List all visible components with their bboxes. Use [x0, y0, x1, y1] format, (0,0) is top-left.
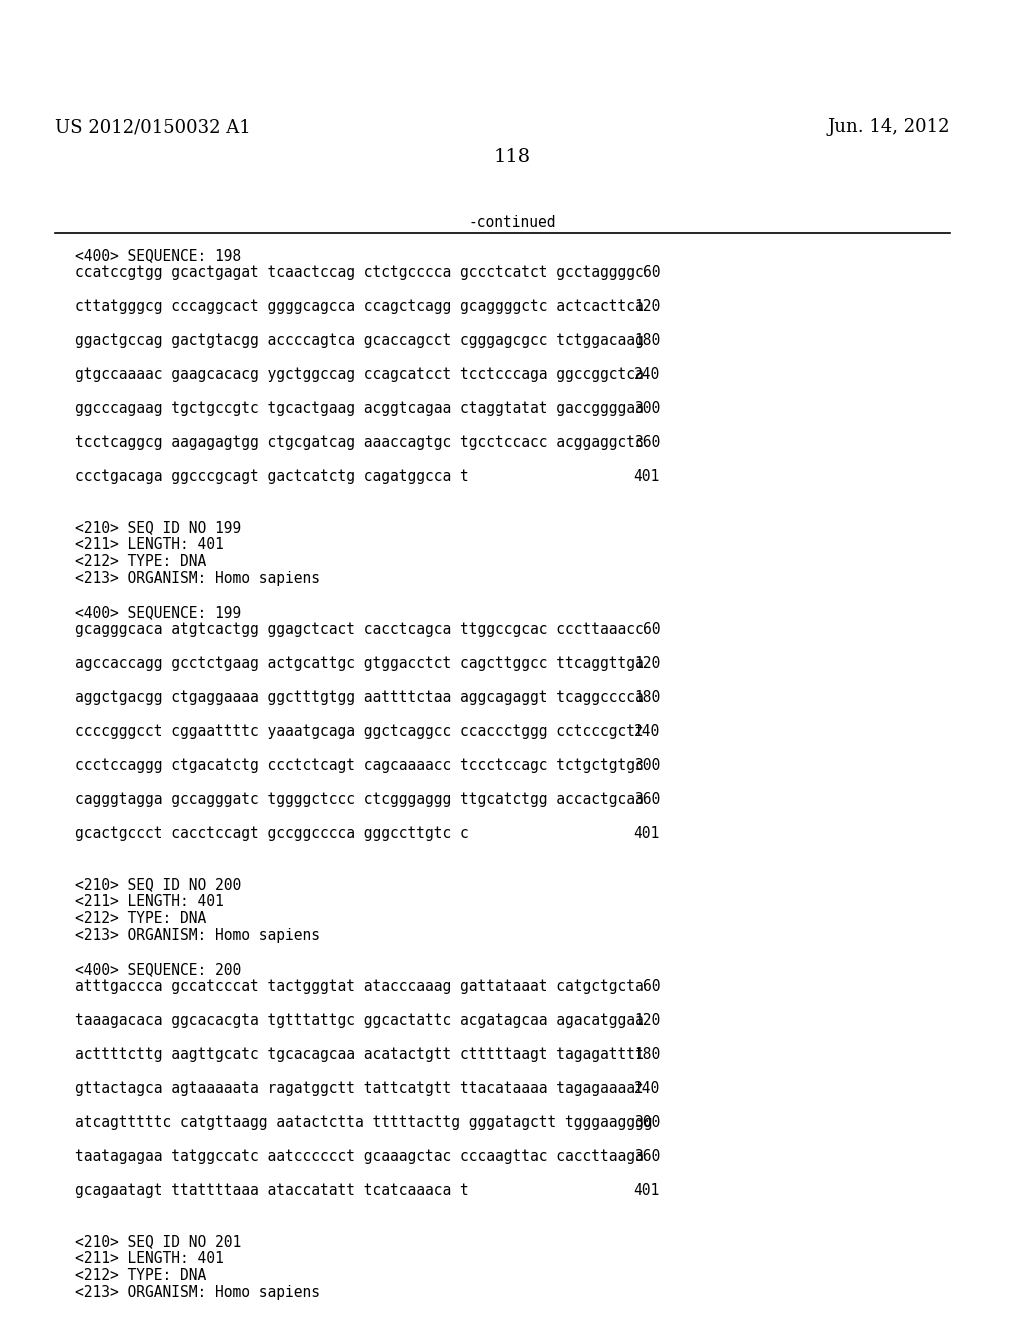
Text: 118: 118: [494, 148, 530, 166]
Text: gttactagca agtaaaaata ragatggctt tattcatgtt ttacataaaa tagagaaaat: gttactagca agtaaaaata ragatggctt tattcat…: [75, 1081, 644, 1096]
Text: 300: 300: [634, 401, 660, 416]
Text: <400> SEQUENCE: 198: <400> SEQUENCE: 198: [75, 248, 242, 263]
Text: 300: 300: [634, 758, 660, 774]
Text: 60: 60: [642, 265, 660, 280]
Text: <213> ORGANISM: Homo sapiens: <213> ORGANISM: Homo sapiens: [75, 1284, 319, 1300]
Text: gcactgccct cacctccagt gccggcccca gggccttgtc c: gcactgccct cacctccagt gccggcccca gggcctt…: [75, 826, 469, 841]
Text: aggctgacgg ctgaggaaaa ggctttgtgg aattttctaa aggcagaggt tcaggcccca: aggctgacgg ctgaggaaaa ggctttgtgg aattttc…: [75, 690, 644, 705]
Text: <212> TYPE: DNA: <212> TYPE: DNA: [75, 554, 206, 569]
Text: 60: 60: [642, 622, 660, 638]
Text: <211> LENGTH: 401: <211> LENGTH: 401: [75, 894, 224, 909]
Text: <212> TYPE: DNA: <212> TYPE: DNA: [75, 911, 206, 927]
Text: agccaccagg gcctctgaag actgcattgc gtggacctct cagcttggcc ttcaggttga: agccaccagg gcctctgaag actgcattgc gtggacc…: [75, 656, 644, 671]
Text: 120: 120: [634, 1012, 660, 1028]
Text: 180: 180: [634, 1047, 660, 1063]
Text: Jun. 14, 2012: Jun. 14, 2012: [827, 117, 950, 136]
Text: <400> SEQUENCE: 199: <400> SEQUENCE: 199: [75, 605, 242, 620]
Text: 60: 60: [642, 979, 660, 994]
Text: ccatccgtgg gcactgagat tcaactccag ctctgcccca gccctcatct gcctaggggc: ccatccgtgg gcactgagat tcaactccag ctctgcc…: [75, 265, 644, 280]
Text: -continued: -continued: [468, 215, 556, 230]
Text: US 2012/0150032 A1: US 2012/0150032 A1: [55, 117, 251, 136]
Text: 240: 240: [634, 1081, 660, 1096]
Text: cagggtagga gccagggatc tggggctccc ctcgggaggg ttgcatctgg accactgcaa: cagggtagga gccagggatc tggggctccc ctcggga…: [75, 792, 644, 807]
Text: taatagagaa tatggccatc aatcccccct gcaaagctac cccaagttac caccttaaga: taatagagaa tatggccatc aatcccccct gcaaagc…: [75, 1148, 644, 1164]
Text: 240: 240: [634, 367, 660, 381]
Text: 401: 401: [634, 1183, 660, 1199]
Text: gcagaatagt ttattttaaa ataccatatt tcatcaaaca t: gcagaatagt ttattttaaa ataccatatt tcatcaa…: [75, 1183, 469, 1199]
Text: 120: 120: [634, 656, 660, 671]
Text: tcctcaggcg aagagagtgg ctgcgatcag aaaccagtgc tgcctccacc acggaggctc: tcctcaggcg aagagagtgg ctgcgatcag aaaccag…: [75, 436, 644, 450]
Text: ccctccaggg ctgacatctg ccctctcagt cagcaaaacc tccctccagc tctgctgtgc: ccctccaggg ctgacatctg ccctctcagt cagcaaa…: [75, 758, 644, 774]
Text: ggcccagaag tgctgccgtc tgcactgaag acggtcagaa ctaggtatat gaccggggaa: ggcccagaag tgctgccgtc tgcactgaag acggtca…: [75, 401, 644, 416]
Text: 360: 360: [634, 1148, 660, 1164]
Text: acttttcttg aagttgcatc tgcacagcaa acatactgtt ctttttaagt tagagatttt: acttttcttg aagttgcatc tgcacagcaa acatact…: [75, 1047, 644, 1063]
Text: ggactgccag gactgtacgg accccagtca gcaccagcct cgggagcgcc tctggacaag: ggactgccag gactgtacgg accccagtca gcaccag…: [75, 333, 644, 348]
Text: <211> LENGTH: 401: <211> LENGTH: 401: [75, 1251, 224, 1266]
Text: taaagacaca ggcacacgta tgtttattgc ggcactattc acgatagcaa agacatggaa: taaagacaca ggcacacgta tgtttattgc ggcacta…: [75, 1012, 644, 1028]
Text: 401: 401: [634, 826, 660, 841]
Text: cttatgggcg cccaggcact ggggcagcca ccagctcagg gcaggggctc actcacttca: cttatgggcg cccaggcact ggggcagcca ccagctc…: [75, 300, 644, 314]
Text: <400> SEQUENCE: 200: <400> SEQUENCE: 200: [75, 962, 242, 977]
Text: ccctgacaga ggcccgcagt gactcatctg cagatggcca t: ccctgacaga ggcccgcagt gactcatctg cagatgg…: [75, 469, 469, 484]
Text: 180: 180: [634, 690, 660, 705]
Text: atttgaccca gccatcccat tactgggtat atacccaaag gattataaat catgctgcta: atttgaccca gccatcccat tactgggtat ataccca…: [75, 979, 644, 994]
Text: 180: 180: [634, 333, 660, 348]
Text: <212> TYPE: DNA: <212> TYPE: DNA: [75, 1269, 206, 1283]
Text: <213> ORGANISM: Homo sapiens: <213> ORGANISM: Homo sapiens: [75, 928, 319, 942]
Text: 401: 401: [634, 469, 660, 484]
Text: 300: 300: [634, 1115, 660, 1130]
Text: <210> SEQ ID NO 201: <210> SEQ ID NO 201: [75, 1234, 242, 1249]
Text: 360: 360: [634, 436, 660, 450]
Text: ccccgggcct cggaattttc yaaatgcaga ggctcaggcc ccaccctggg cctcccgctt: ccccgggcct cggaattttc yaaatgcaga ggctcag…: [75, 723, 644, 739]
Text: 360: 360: [634, 792, 660, 807]
Text: 120: 120: [634, 300, 660, 314]
Text: <210> SEQ ID NO 199: <210> SEQ ID NO 199: [75, 520, 242, 535]
Text: <213> ORGANISM: Homo sapiens: <213> ORGANISM: Homo sapiens: [75, 572, 319, 586]
Text: 240: 240: [634, 723, 660, 739]
Text: <210> SEQ ID NO 200: <210> SEQ ID NO 200: [75, 876, 242, 892]
Text: atcagtttttc catgttaagg aatactctta tttttacttg gggatagctt tgggaagggg: atcagtttttc catgttaagg aatactctta ttttta…: [75, 1115, 652, 1130]
Text: gcagggcaca atgtcactgg ggagctcact cacctcagca ttggccgcac cccttaaacc: gcagggcaca atgtcactgg ggagctcact cacctca…: [75, 622, 644, 638]
Text: <211> LENGTH: 401: <211> LENGTH: 401: [75, 537, 224, 552]
Text: gtgccaaaac gaagcacacg ygctggccag ccagcatcct tcctcccaga ggccggctca: gtgccaaaac gaagcacacg ygctggccag ccagcat…: [75, 367, 644, 381]
